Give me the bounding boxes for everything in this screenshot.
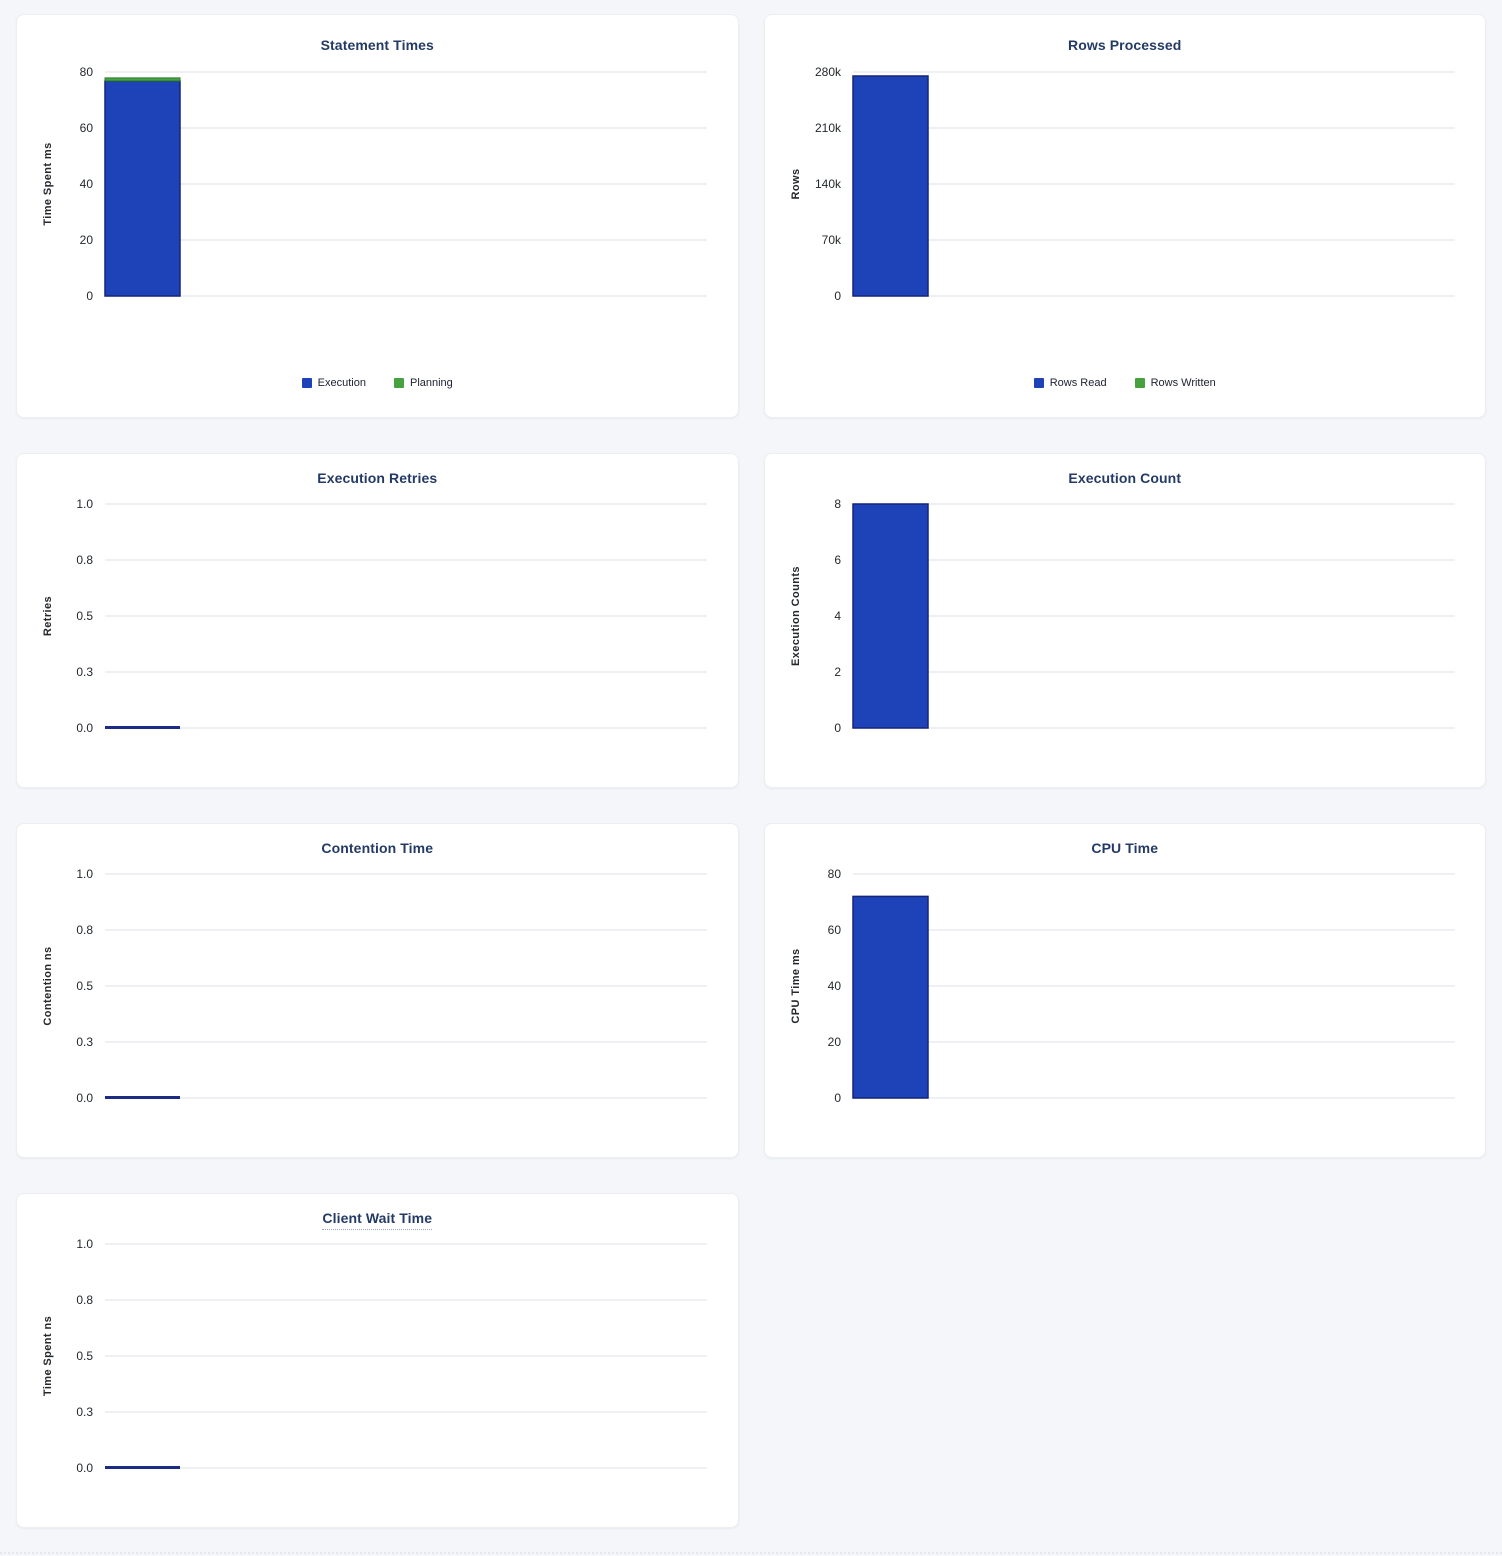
y-tick-label: 60 (80, 121, 94, 135)
page-bottom-divider (0, 1552, 1502, 1556)
legend-swatch-green (1134, 378, 1145, 388)
y-axis-label: Contention ns (42, 946, 54, 1025)
chart-card-statement-times: Statement Times 80 60 40 20 0 Time Spent ms E… (16, 14, 739, 418)
chart-title-client-wait-time[interactable]: Client Wait Time (322, 1210, 433, 1230)
y-tick-label: 140k (814, 177, 841, 191)
legend-label: Rows Written (1150, 377, 1216, 389)
y-tick-label: 2 (834, 665, 841, 679)
y-tick-label: 20 (80, 233, 94, 247)
chart-title-cpu-time: CPU Time (1091, 840, 1159, 856)
y-tick-label: 0 (86, 289, 93, 303)
y-axis-label: Retries (42, 596, 54, 636)
execution-count-plot: 8 6 4 2 0 Execution Counts (790, 497, 1455, 735)
y-tick-label: 0.0 (76, 1461, 93, 1475)
y-tick-label: 0 (834, 721, 841, 735)
client-wait-time-plot: 1.0 0.8 0.5 0.3 0.0 Time Spent ns (42, 1237, 707, 1475)
bar-planning (104, 77, 181, 82)
legend-swatch-blue (1033, 378, 1044, 388)
y-tick-label: 0.3 (76, 665, 93, 679)
chart-title-row: CPU Time (765, 840, 1486, 858)
legend-swatch-blue (301, 378, 312, 388)
y-tick-label: 6 (834, 553, 841, 567)
legend-item-planning: Planning (393, 377, 453, 389)
y-tick-label: 1.0 (76, 1237, 93, 1251)
y-tick-label: 80 (827, 867, 841, 881)
cpu-time-plot: 80 60 40 20 0 CPU Time ms (790, 867, 1455, 1105)
y-tick-label: 60 (827, 923, 841, 937)
y-axis-label: Time Spent ms (42, 142, 54, 225)
chart-card-client-wait-time: Client Wait Time 1.0 0.8 0.5 0.3 0.0 Time Spe… (16, 1193, 739, 1528)
chart-title-row: Contention Time (17, 840, 738, 858)
legend-label: Execution (317, 377, 366, 389)
y-tick-label: 40 (827, 979, 841, 993)
y-tick-label: 1.0 (76, 497, 93, 511)
chart-title-execution-count: Execution Count (1068, 470, 1182, 486)
y-tick-label: 0.8 (76, 553, 93, 567)
legend-label: Rows Read (1049, 377, 1107, 389)
y-tick-label: 0.0 (76, 1091, 93, 1105)
y-tick-label: 0.8 (76, 923, 93, 937)
bar-execution-count (851, 503, 929, 729)
y-tick-label: 210k (814, 121, 841, 135)
y-tick-label: 40 (80, 177, 94, 191)
y-axis-label: Execution Counts (790, 566, 802, 666)
chart-title-row: Client Wait Time (17, 1210, 738, 1230)
chart-card-contention-time: Contention Time 1.0 0.8 0.5 0.3 0.0 Contentio… (16, 823, 739, 1158)
chart-title-statement-times: Statement Times (320, 37, 434, 53)
bar-rows-read (851, 75, 929, 297)
statement-times-legend: Execution Planning (17, 377, 738, 389)
y-tick-label: 0.8 (76, 1293, 93, 1307)
chart-card-rows-processed: Rows Processed 280k 210k 140k 70k 0 Rows Rows… (763, 14, 1486, 418)
zero-value-bar (105, 1096, 180, 1099)
y-tick-label: 0 (834, 1091, 841, 1105)
chart-title-rows-processed: Rows Processed (1068, 37, 1182, 53)
chart-title-execution-retries: Execution Retries (317, 470, 438, 486)
y-tick-label: 0.3 (76, 1405, 93, 1419)
chart-card-execution-count: Execution Count 8 6 4 2 0 Execution Counts (763, 453, 1486, 788)
rows-processed-legend: Rows Read Rows Written (765, 377, 1486, 389)
y-tick-label: 0.0 (76, 721, 93, 735)
legend-item-execution: Execution (301, 377, 366, 389)
rows-processed-plot: 280k 210k 140k 70k 0 Rows (790, 65, 1455, 303)
legend-item-rows-read: Rows Read (1033, 377, 1107, 389)
y-tick-label: 0.5 (76, 1349, 93, 1363)
y-tick-label: 8 (834, 497, 841, 511)
y-tick-label: 20 (827, 1035, 841, 1049)
legend-item-rows-written: Rows Written (1134, 377, 1216, 389)
execution-retries-plot: 1.0 0.8 0.5 0.3 0.0 Retries (42, 497, 707, 735)
y-tick-label: 4 (834, 609, 841, 623)
y-tick-label: 280k (814, 65, 841, 79)
y-axis-label: Time Spent ns (42, 1316, 54, 1396)
y-tick-label: 80 (80, 65, 94, 79)
legend-swatch-green (393, 378, 404, 388)
bar-execution (104, 80, 181, 297)
chart-title-row: Statement Times (17, 37, 738, 55)
y-tick-label: 0.5 (76, 979, 93, 993)
zero-value-bar (105, 726, 180, 729)
y-tick-label: 70k (821, 233, 841, 247)
legend-label: Planning (409, 377, 453, 389)
chart-title-contention-time: Contention Time (321, 840, 434, 856)
y-tick-label: 1.0 (76, 867, 93, 881)
y-axis-label: CPU Time ms (790, 948, 802, 1023)
chart-title-row: Execution Retries (17, 470, 738, 488)
statement-times-plot: 80 60 40 20 0 Time Spent ms (42, 65, 707, 303)
contention-time-plot: 1.0 0.8 0.5 0.3 0.0 Contention ns (42, 867, 707, 1105)
y-tick-label: 0 (834, 289, 841, 303)
chart-card-execution-retries: Execution Retries 1.0 0.8 0.5 0.3 0.0 Retries (16, 453, 739, 788)
bar-cpu-time (851, 895, 929, 1099)
y-tick-label: 0.3 (76, 1035, 93, 1049)
y-axis-label: Rows (790, 169, 802, 200)
chart-title-row: Execution Count (765, 470, 1486, 488)
chart-title-row: Rows Processed (765, 37, 1486, 55)
chart-card-cpu-time: CPU Time 80 60 40 20 0 CPU Time ms (763, 823, 1486, 1158)
zero-value-bar (105, 1466, 180, 1469)
y-tick-label: 0.5 (76, 609, 93, 623)
